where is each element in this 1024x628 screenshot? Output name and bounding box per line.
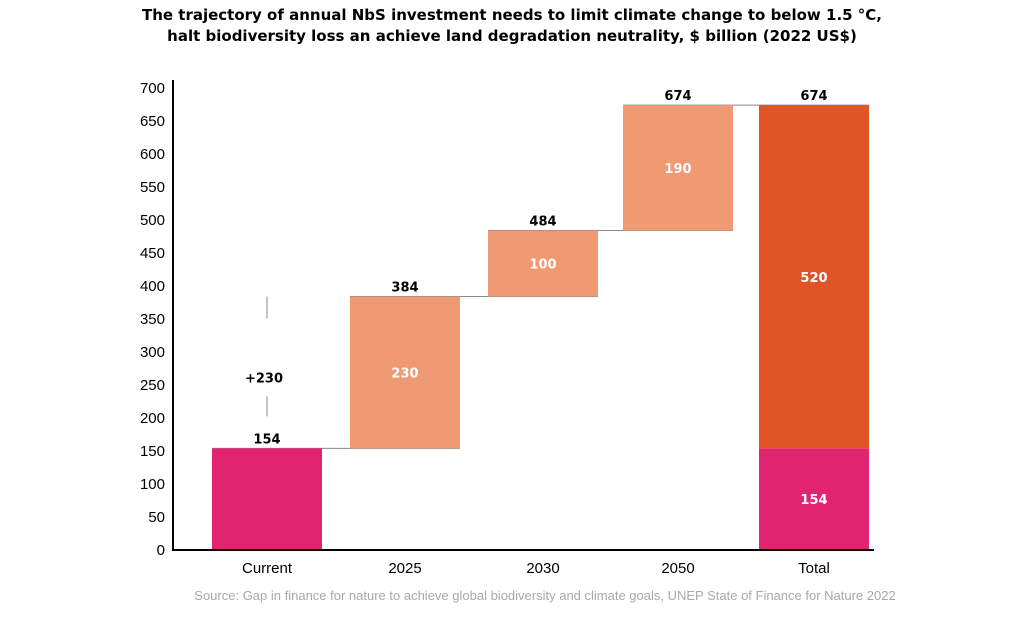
y-tick-label: 450 bbox=[140, 245, 165, 262]
bar-total-label: 384 bbox=[391, 281, 418, 296]
bar-total-label: 484 bbox=[529, 215, 556, 230]
bar bbox=[488, 230, 598, 297]
y-tick-label: 50 bbox=[148, 509, 165, 526]
bar-value-label: 100 bbox=[529, 258, 556, 273]
chart-title: The trajectory of annual NbS investment … bbox=[0, 5, 1024, 47]
y-tick-label: 200 bbox=[140, 410, 165, 427]
y-tick-label: 400 bbox=[140, 278, 165, 295]
bar bbox=[759, 105, 869, 449]
y-tick-label: 150 bbox=[140, 443, 165, 460]
x-axis: Current 2025 2030 2050 Total bbox=[242, 560, 830, 577]
x-category-label: 2025 bbox=[388, 560, 421, 577]
y-tick-label: 250 bbox=[140, 377, 165, 394]
bar-value-label: 154 bbox=[800, 493, 827, 508]
y-tick-label: 500 bbox=[140, 212, 165, 229]
y-axis: 0 50 100 150 200 250 300 350 400 450 500 550 600 650 7… bbox=[140, 80, 165, 559]
y-tick-label: 550 bbox=[140, 179, 165, 196]
bar-value-label: 230 bbox=[391, 366, 418, 381]
title-line-1: The trajectory of annual NbS investment … bbox=[141, 6, 883, 24]
bar-total-label: 674 bbox=[800, 89, 827, 104]
y-tick-label: 100 bbox=[140, 476, 165, 493]
bar bbox=[759, 448, 869, 550]
annotation-label: +230 bbox=[245, 371, 283, 386]
x-category-label: Total bbox=[798, 560, 830, 577]
bar-total-label: 154 bbox=[253, 432, 280, 447]
y-tick-label: 0 bbox=[157, 542, 165, 559]
y-tick-label: 700 bbox=[140, 80, 165, 97]
bar bbox=[350, 296, 460, 449]
title-line-2: halt biodiversity loss an achieve land d… bbox=[167, 27, 857, 45]
x-category-label: Current bbox=[242, 560, 293, 577]
annotation: +230 bbox=[245, 296, 283, 417]
bar bbox=[212, 448, 322, 550]
bar-value-label: 190 bbox=[664, 162, 691, 177]
x-category-label: 2050 bbox=[661, 560, 694, 577]
y-tick-label: 650 bbox=[140, 113, 165, 130]
y-tick-label: 350 bbox=[140, 311, 165, 328]
bars bbox=[212, 105, 869, 550]
bar-total-label: 674 bbox=[664, 89, 691, 104]
y-tick-label: 600 bbox=[140, 146, 165, 163]
y-tick-label: 300 bbox=[140, 344, 165, 361]
bar-value-label: 520 bbox=[800, 271, 827, 286]
x-category-label: 2030 bbox=[526, 560, 559, 577]
bar bbox=[623, 105, 733, 231]
data-labels: 154 230 384 100 484 190 674 154 520 674 bbox=[253, 89, 827, 508]
source-note: Source: Gap in finance for nature to ach… bbox=[194, 588, 896, 603]
